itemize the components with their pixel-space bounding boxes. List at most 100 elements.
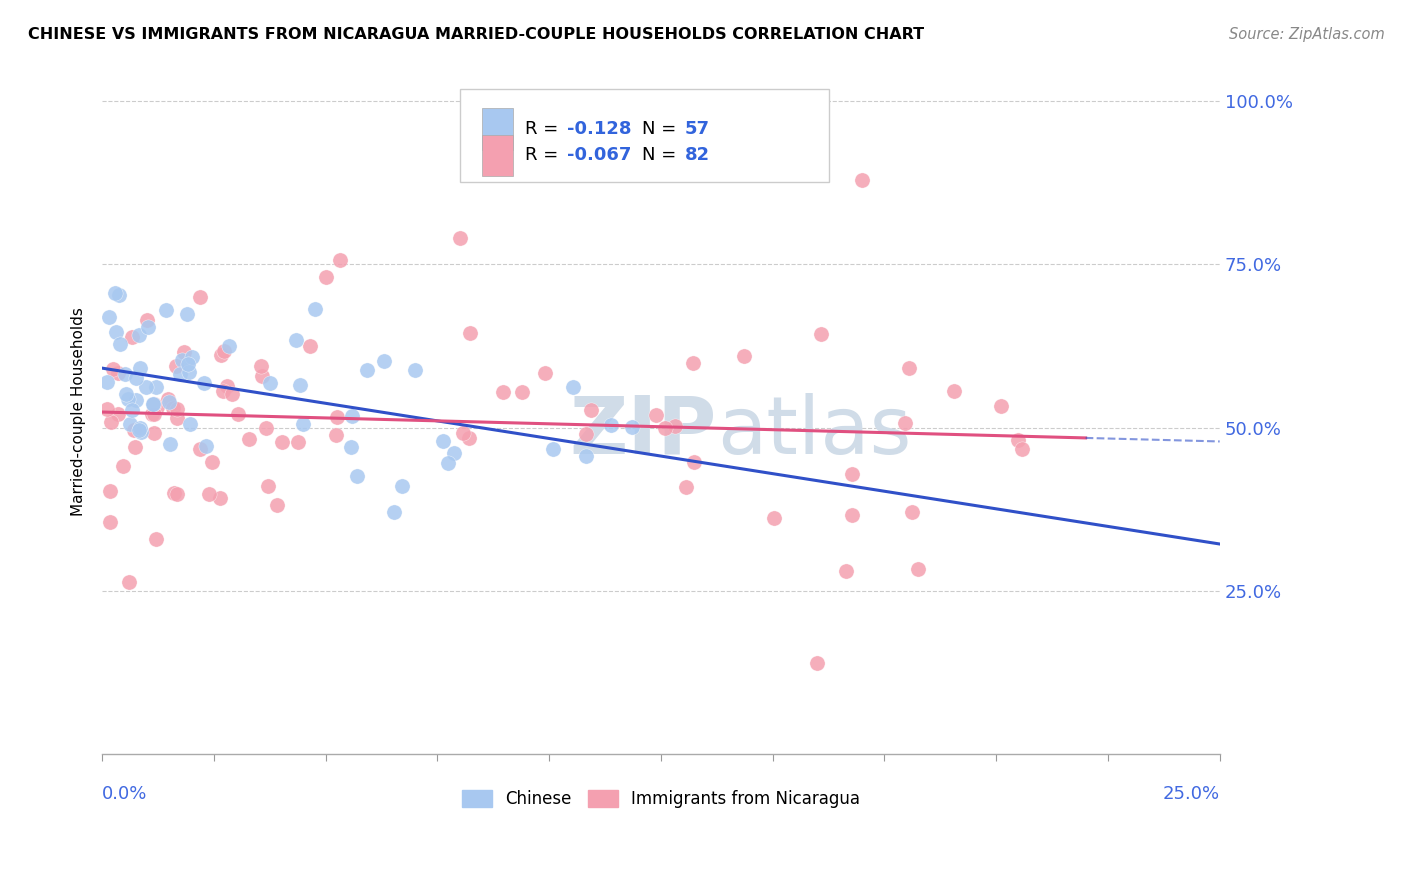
Point	[162, 401, 184, 416]
Point	[453, 425, 475, 440]
Point	[907, 562, 929, 576]
Text: R =: R =	[524, 120, 564, 138]
Point	[682, 356, 704, 370]
Point	[188, 442, 211, 456]
Point	[290, 377, 312, 392]
Point	[391, 478, 413, 492]
Point	[114, 367, 136, 381]
Point	[256, 479, 278, 493]
Point	[218, 339, 240, 353]
Point	[990, 400, 1012, 414]
Point	[101, 361, 124, 376]
Point	[250, 359, 273, 374]
Point	[356, 363, 378, 377]
Point	[179, 417, 201, 431]
Point	[157, 394, 180, 409]
Point	[458, 326, 481, 340]
Point	[96, 401, 118, 416]
Point	[108, 288, 131, 302]
Text: -0.128: -0.128	[567, 120, 631, 138]
Point	[166, 487, 188, 501]
Point	[810, 326, 832, 341]
Point	[124, 440, 146, 454]
Point	[841, 467, 863, 482]
Point	[111, 459, 134, 474]
Text: N =: N =	[643, 120, 682, 138]
Point	[98, 516, 121, 530]
Point	[373, 354, 395, 368]
Point	[172, 353, 194, 368]
Point	[851, 172, 873, 186]
Point	[143, 426, 166, 441]
Point	[195, 439, 218, 453]
Point	[181, 350, 204, 364]
Point	[298, 339, 321, 353]
Point	[96, 375, 118, 389]
Point	[121, 403, 143, 417]
Point	[100, 415, 122, 429]
Point	[212, 384, 235, 398]
Point	[104, 325, 127, 339]
Point	[209, 348, 232, 362]
Point	[212, 344, 235, 359]
Point	[346, 469, 368, 483]
Point	[166, 401, 188, 416]
Point	[141, 408, 163, 422]
Point	[654, 421, 676, 435]
Point	[107, 407, 129, 421]
Point	[118, 575, 141, 590]
Point	[340, 440, 363, 454]
Point	[97, 310, 120, 324]
Point	[163, 485, 186, 500]
Point	[285, 333, 308, 347]
Text: CHINESE VS IMMIGRANTS FROM NICARAGUA MARRIED-COUPLE HOUSEHOLDS CORRELATION CHART: CHINESE VS IMMIGRANTS FROM NICARAGUA MAR…	[28, 27, 924, 42]
Point	[238, 432, 260, 446]
Point	[291, 417, 314, 431]
Point	[156, 392, 179, 406]
Point	[326, 409, 349, 424]
Point	[492, 384, 515, 399]
Point	[510, 384, 533, 399]
Point	[841, 508, 863, 523]
Point	[287, 435, 309, 450]
Text: R =: R =	[524, 146, 564, 164]
Point	[443, 445, 465, 459]
Point	[142, 407, 165, 421]
Point	[128, 328, 150, 343]
Point	[575, 426, 598, 441]
Point	[129, 425, 152, 439]
Point	[763, 511, 786, 525]
Point	[142, 397, 165, 411]
Text: 25.0%: 25.0%	[1163, 785, 1220, 803]
Point	[1007, 434, 1029, 448]
Point	[437, 456, 460, 470]
Point	[208, 491, 231, 505]
Point	[575, 450, 598, 464]
Point	[146, 401, 169, 415]
Point	[108, 336, 131, 351]
Point	[675, 481, 697, 495]
Point	[136, 319, 159, 334]
Point	[806, 656, 828, 670]
Point	[534, 366, 557, 380]
Point	[122, 423, 145, 437]
Text: N =: N =	[643, 146, 682, 164]
Point	[177, 357, 200, 371]
Point	[193, 376, 215, 391]
Point	[121, 329, 143, 343]
Point	[579, 402, 602, 417]
Point	[254, 420, 277, 434]
Point	[169, 367, 191, 381]
Point	[188, 290, 211, 304]
Point	[250, 369, 273, 384]
Point	[315, 270, 337, 285]
Point	[124, 393, 146, 408]
Point	[259, 376, 281, 391]
Point	[449, 231, 471, 245]
Point	[645, 408, 668, 422]
Text: -0.067: -0.067	[567, 146, 631, 164]
Point	[226, 407, 249, 421]
FancyBboxPatch shape	[482, 135, 513, 176]
Point	[173, 344, 195, 359]
Point	[128, 423, 150, 437]
